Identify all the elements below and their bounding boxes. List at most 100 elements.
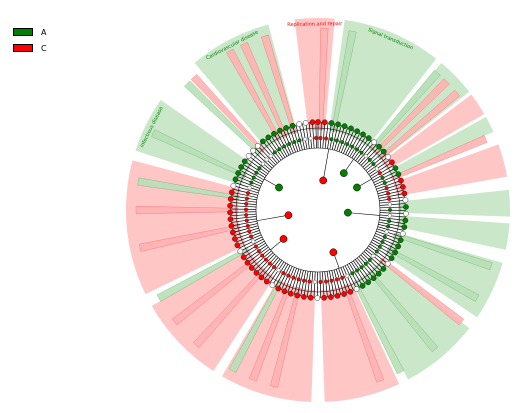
branch [373, 170, 398, 183]
hub-link [347, 212, 380, 216]
branch [258, 255, 277, 276]
leaf-node [392, 249, 398, 256]
leaf-node [263, 278, 270, 285]
branch [235, 178, 261, 189]
internal-node [388, 208, 392, 212]
branch [282, 129, 294, 154]
branch [257, 145, 276, 166]
internal-node [387, 202, 392, 207]
branch [365, 249, 386, 267]
leaf-node [376, 143, 382, 150]
leaf-node [265, 134, 272, 141]
hub-node-3 [279, 235, 288, 243]
leaf-node [258, 274, 265, 281]
leaf-node [403, 210, 409, 217]
branch [379, 196, 406, 202]
branch [376, 180, 402, 190]
branch [359, 144, 377, 165]
sector-1 [329, 19, 437, 147]
leaf-node [235, 170, 241, 176]
ray-6 [377, 89, 461, 161]
internal-node [249, 180, 254, 185]
branch [340, 267, 351, 292]
sector-4 [387, 116, 494, 178]
leaf-node [365, 279, 372, 286]
ray-23 [137, 177, 240, 200]
leaf-node [241, 158, 248, 165]
internal-node [377, 171, 382, 176]
internal-node [355, 268, 359, 273]
ray-19 [171, 257, 257, 326]
internal-node [296, 277, 301, 282]
branch [372, 239, 396, 253]
leaf-node [232, 236, 238, 242]
leaf-node [245, 153, 252, 159]
branch [292, 125, 301, 151]
internal-node [313, 279, 317, 284]
branch [298, 123, 306, 150]
branch [305, 122, 310, 149]
internal-node [329, 137, 334, 142]
leaf-node [288, 290, 294, 297]
branch [289, 126, 299, 152]
internal-node [244, 196, 249, 201]
branch [363, 251, 384, 270]
branch [344, 265, 357, 290]
branch [260, 143, 278, 164]
branch [349, 263, 363, 287]
tree-nodes [227, 119, 409, 301]
leaf-node [307, 294, 314, 301]
ray-17 [228, 279, 283, 373]
branch [378, 221, 405, 228]
branch [310, 271, 314, 298]
leaf-node [328, 120, 335, 126]
internal-node [324, 279, 328, 284]
branch [360, 146, 380, 166]
branch [245, 244, 268, 261]
leaf-node [347, 289, 354, 295]
inner-ring [255, 147, 381, 273]
internal-node [253, 244, 258, 249]
internal-node [387, 213, 392, 218]
hub-link [322, 148, 330, 181]
branch [300, 270, 307, 297]
branch [233, 227, 259, 237]
branch [232, 225, 259, 233]
branch [302, 123, 308, 150]
hub-node-5 [319, 176, 328, 185]
branch [293, 269, 302, 295]
branch [230, 213, 257, 217]
leaf-node [253, 270, 260, 276]
internal-node [297, 138, 302, 143]
branch [234, 182, 260, 191]
leaf-node [260, 138, 266, 145]
branch [250, 152, 271, 171]
branch [379, 199, 406, 204]
highlight-sectors [125, 17, 510, 402]
internal-node [355, 147, 359, 152]
leaf-node [269, 282, 276, 289]
branch [308, 122, 313, 149]
branch [346, 264, 360, 288]
branch [273, 133, 288, 157]
leaf-node [371, 139, 377, 145]
branch [270, 135, 286, 158]
leaf-node [228, 189, 235, 196]
internal-node [334, 138, 339, 143]
highlight-rays [135, 27, 493, 388]
branch [276, 131, 290, 156]
leaf-node [341, 123, 348, 129]
branch [262, 141, 280, 162]
leaf-node [370, 275, 377, 281]
branch [230, 201, 257, 205]
branch [236, 175, 261, 187]
branch [275, 264, 289, 288]
branch [279, 130, 292, 155]
branch [331, 270, 338, 296]
leaf-node [244, 259, 251, 266]
branch [261, 257, 279, 278]
sector-12 [151, 250, 275, 372]
leaf-node [250, 147, 256, 154]
sector-7 [396, 215, 510, 250]
branch [351, 136, 367, 159]
